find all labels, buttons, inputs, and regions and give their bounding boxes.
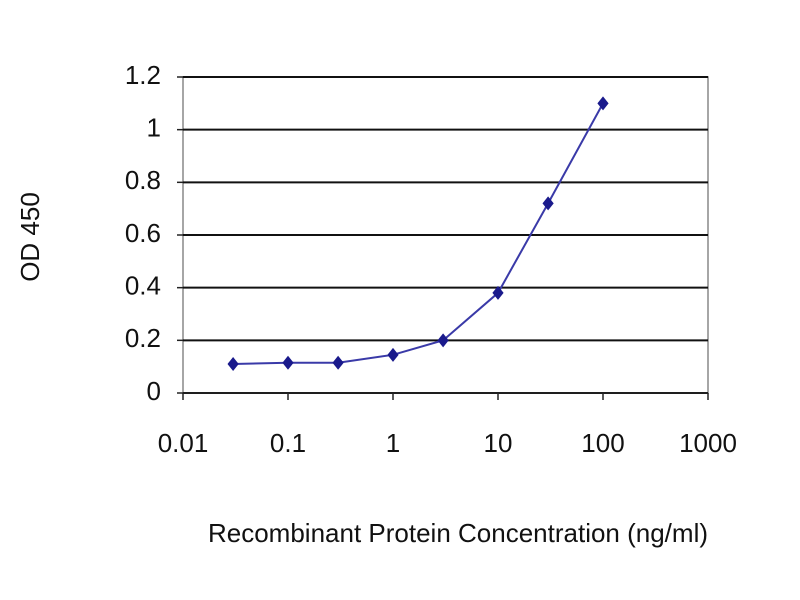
y-tick-label: 1 (147, 113, 161, 143)
y-tick-label: 0.2 (125, 323, 161, 353)
data-point (492, 285, 504, 300)
y-tick-label: 0.6 (125, 218, 161, 248)
x-tick-label: 0.1 (270, 428, 306, 458)
data-point (332, 355, 344, 370)
x-tick-label: 10 (484, 428, 513, 458)
data-line (233, 102, 604, 366)
data-point (437, 333, 449, 348)
data-point (227, 357, 239, 372)
x-tick-label: 100 (581, 428, 624, 458)
x-axis-label: Recombinant Protein Concentration (ng/ml… (208, 518, 708, 548)
x-tick-label: 1 (386, 428, 400, 458)
y-tick-label: 0.8 (125, 165, 161, 195)
y-tick-label: 0 (147, 376, 161, 406)
data-point (282, 355, 294, 370)
x-tick-label: 1000 (679, 428, 737, 458)
data-point (542, 196, 554, 211)
y-tick-label: 0.4 (125, 271, 161, 301)
y-axis-label: OD 450 (15, 192, 45, 282)
y-tick-label: 1.2 (125, 60, 161, 90)
data-point (387, 347, 399, 362)
data-point (597, 96, 609, 111)
x-tick-label: 0.01 (158, 428, 209, 458)
